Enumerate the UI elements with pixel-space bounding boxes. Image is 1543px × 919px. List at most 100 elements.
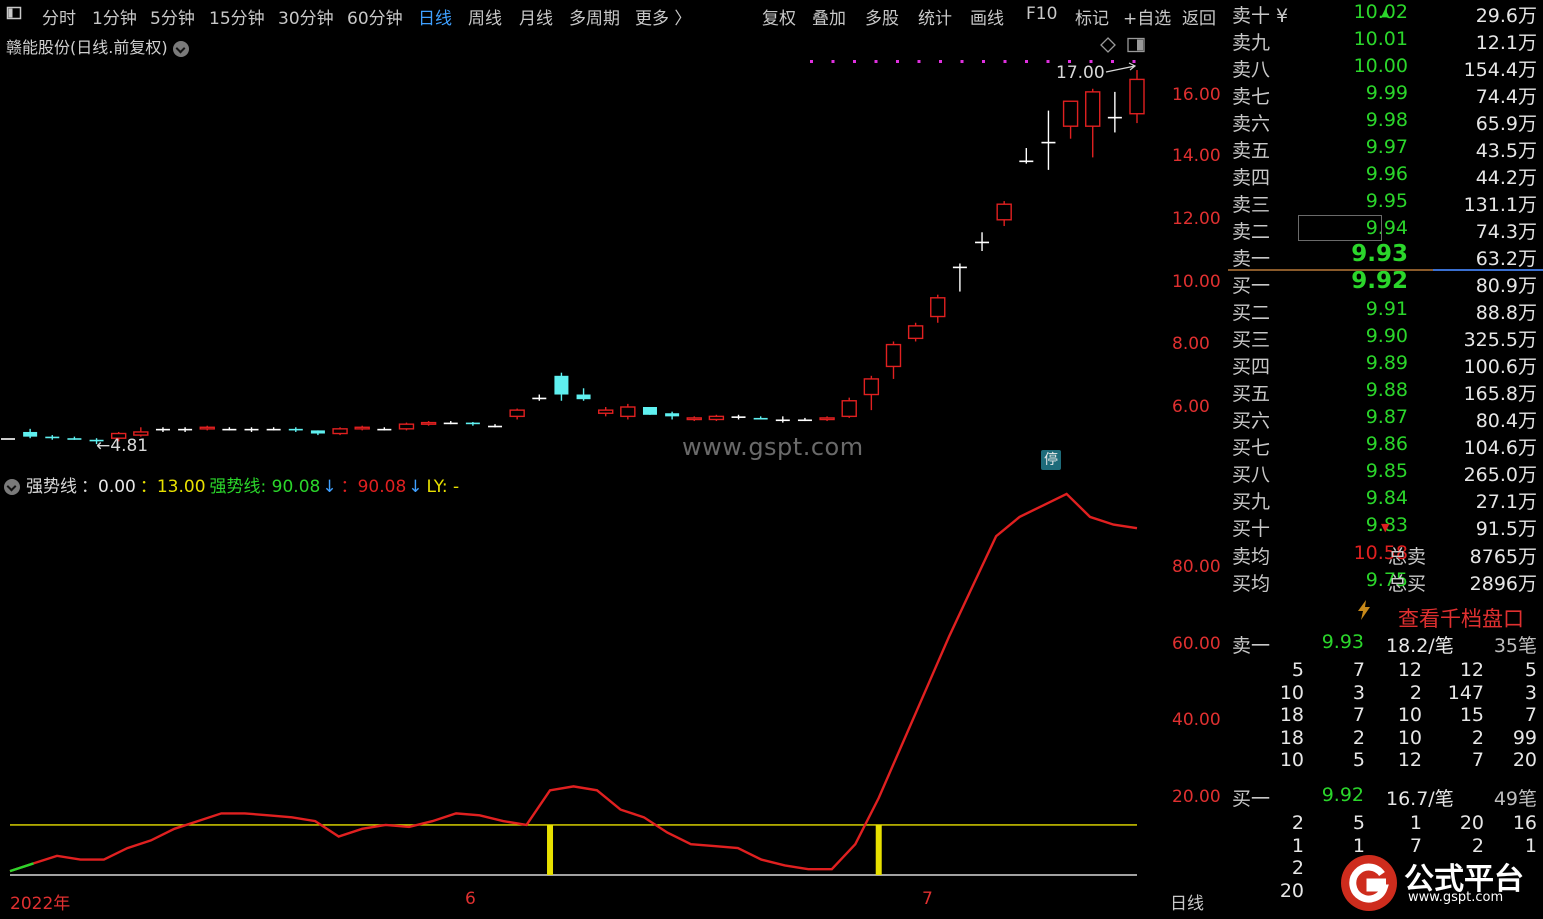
candle-body[interactable] <box>731 416 746 418</box>
candle-body[interactable] <box>665 413 680 417</box>
candle-body[interactable] <box>1085 91 1101 127</box>
candle-body[interactable] <box>420 421 437 425</box>
sell-level-row[interactable]: 卖七 9.99 74.4万 <box>1228 81 1543 108</box>
f10-button[interactable]: F10 <box>1026 4 1058 24</box>
candle-body[interactable] <box>1062 100 1079 127</box>
view-depth-link[interactable]: 查看千档盘口 <box>1398 607 1524 631</box>
indicator-legend[interactable]: 强势线 ：0.00 ：13.00 强势线: 90.08 ↓ ：90.08 ↓ LY: - <box>4 472 463 497</box>
candle-body[interactable] <box>89 439 104 442</box>
candle-body[interactable] <box>310 430 325 434</box>
tab-weekly[interactable]: 周线 <box>468 9 502 29</box>
candle-body[interactable] <box>244 428 259 431</box>
sell-level-row[interactable]: 卖五 9.97 43.5万 <box>1228 135 1543 162</box>
candle-body[interactable] <box>620 406 636 418</box>
sell-level-row[interactable]: 卖一 9.93 63.2万 <box>1228 241 1543 270</box>
sell-level-row[interactable]: 卖六 9.98 65.9万 <box>1228 108 1543 135</box>
buy-level-row[interactable]: 买二 9.91 88.8万 <box>1228 297 1543 324</box>
candle-body[interactable] <box>398 423 415 430</box>
candle-body[interactable] <box>753 417 768 420</box>
candle-body[interactable] <box>598 409 614 414</box>
candle-body[interactable] <box>443 422 458 425</box>
candle-body[interactable] <box>155 428 170 431</box>
tab-multi-period[interactable]: 多周期 <box>569 9 620 29</box>
candle-body[interactable] <box>1019 160 1034 163</box>
buy-level-row[interactable]: 买一 9.92 80.9万 <box>1228 268 1543 297</box>
candle-body[interactable] <box>288 428 303 431</box>
tab-60min[interactable]: 60分钟 <box>347 9 403 29</box>
candle-body[interactable] <box>996 203 1012 221</box>
sidebar-toggle-icon[interactable] <box>6 5 22 26</box>
candle-body[interactable] <box>465 422 480 425</box>
candle-body[interactable] <box>708 415 725 421</box>
buy-level-row[interactable]: 买八 9.85 265.0万 <box>1228 459 1543 486</box>
indicator-chart[interactable] <box>0 470 1228 885</box>
candle-body[interactable] <box>1 438 15 440</box>
buy-level-row[interactable]: 买四 9.89 100.6万 <box>1228 351 1543 378</box>
tab-intraday[interactable]: 分时 <box>42 9 76 29</box>
candle-body[interactable] <box>686 417 702 421</box>
candle-body[interactable] <box>23 431 38 437</box>
candlestick-chart[interactable] <box>0 30 1228 470</box>
candle-body[interactable] <box>178 428 193 431</box>
tab-daily[interactable]: 日线 <box>418 9 452 29</box>
candle-body[interactable] <box>45 436 60 439</box>
candle-body[interactable] <box>1041 141 1056 144</box>
candle-body[interactable] <box>509 409 525 418</box>
sell-level-row[interactable]: 卖三 9.95 131.1万 <box>1228 189 1543 216</box>
candle-body[interactable] <box>819 417 835 421</box>
candle-body[interactable] <box>532 397 547 400</box>
candle-body[interactable] <box>199 426 215 430</box>
candle-body[interactable] <box>775 419 790 422</box>
candle-body[interactable] <box>841 400 857 418</box>
multi-stock-button[interactable]: 多股 <box>865 9 899 29</box>
candle-body[interactable] <box>67 438 82 440</box>
tab-5min[interactable]: 5分钟 <box>150 9 195 29</box>
candle-body[interactable] <box>885 343 902 368</box>
buy-level-row[interactable]: 买七 9.86 104.6万 <box>1228 432 1543 459</box>
tab-more[interactable]: 更多 〉 <box>635 9 692 29</box>
overlay-button[interactable]: 叠加 <box>812 9 846 29</box>
candle-body[interactable] <box>554 375 569 395</box>
diamond-icon[interactable] <box>1100 37 1116 57</box>
candle-body[interactable] <box>1129 78 1145 115</box>
candle-body[interactable] <box>488 425 503 428</box>
selected-price-box[interactable] <box>1298 215 1382 241</box>
add-watchlist-button[interactable]: +自选 <box>1123 9 1172 29</box>
panel-layout-icon[interactable] <box>1127 37 1145 57</box>
candle-body[interactable] <box>222 428 237 431</box>
tab-1min[interactable]: 1分钟 <box>92 9 137 29</box>
tab-30min[interactable]: 30分钟 <box>278 9 334 29</box>
candle-body[interactable] <box>576 394 591 400</box>
sell-level-row[interactable]: 卖九 10.01 12.1万 <box>1228 27 1543 54</box>
statistics-button[interactable]: 统计 <box>918 9 952 29</box>
buy-level-row[interactable]: 买九 9.84 27.1万 <box>1228 486 1543 513</box>
candle-body[interactable] <box>377 428 392 431</box>
candle-body[interactable] <box>332 428 348 435</box>
stock-title[interactable]: 赣能股份(日线.前复权) <box>6 34 189 58</box>
restore-rights-button[interactable]: 复权 <box>762 9 796 29</box>
candle-body[interactable] <box>1107 116 1122 119</box>
back-button[interactable]: 返回 <box>1182 9 1216 29</box>
candle-body[interactable] <box>797 419 812 422</box>
buy-level-row[interactable]: 买十 9.83 91.5万 <box>1228 513 1543 540</box>
draw-line-button[interactable]: 画线 <box>970 9 1004 29</box>
indicator-dropdown-icon[interactable] <box>4 479 20 495</box>
candle-body[interactable] <box>975 241 990 244</box>
buy-level-row[interactable]: 买三 9.90 325.5万 <box>1228 324 1543 351</box>
candle-body[interactable] <box>110 432 127 439</box>
mark-button[interactable]: 标记 <box>1075 9 1109 29</box>
candle-body[interactable] <box>642 407 657 415</box>
dropdown-icon[interactable] <box>172 40 189 57</box>
candle-body[interactable] <box>907 325 924 340</box>
candle-body[interactable] <box>354 426 370 430</box>
sell-level-row[interactable]: 卖四 9.96 44.2万 <box>1228 162 1543 189</box>
candle-body[interactable] <box>266 428 281 431</box>
candle-body[interactable] <box>863 378 880 396</box>
sell-level-row[interactable]: 卖八 10.00 154.4万 <box>1228 54 1543 81</box>
buy-level-row[interactable]: 买六 9.87 80.4万 <box>1228 405 1543 432</box>
candle-body[interactable] <box>133 431 149 436</box>
candle-body[interactable] <box>952 266 967 269</box>
sell-level-row[interactable]: 卖十 ¥ 10.02 29.6万 <box>1228 0 1543 27</box>
buy-level-row[interactable]: 买五 9.88 165.8万 <box>1228 378 1543 405</box>
tab-monthly[interactable]: 月线 <box>519 9 553 29</box>
